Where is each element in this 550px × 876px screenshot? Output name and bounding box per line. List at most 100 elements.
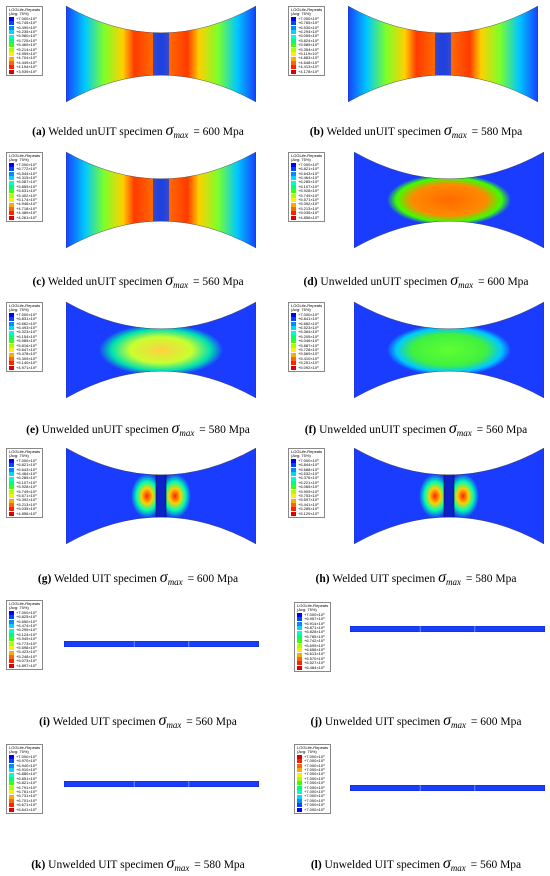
caption-text: Welded unUIT specimen <box>45 126 166 138</box>
legend-entry: +5.174×10⁰ <box>9 197 40 203</box>
legend-swatch <box>291 467 296 472</box>
legend-swatch <box>9 624 14 629</box>
specimen-contour <box>350 785 545 791</box>
legend-swatch <box>291 215 296 220</box>
panel-j: LOGLife-Repeats (Avg: 75%) +7.000×10⁰ +6.95… <box>282 594 550 732</box>
legend-swatch <box>291 343 296 348</box>
legend-entry: +7.000×10⁰ <box>9 458 40 464</box>
legend-entry: +5.392×10⁰ <box>9 498 40 503</box>
legend-swatch <box>9 772 14 777</box>
legend-swatch <box>9 326 14 331</box>
strip-specimen <box>64 781 259 787</box>
legend-swatch <box>9 193 14 198</box>
legend-value: +4.261×10⁰ <box>16 214 37 220</box>
legend-title: (Avg: 75%) <box>9 453 29 459</box>
legend-value: +4.413×10⁰ <box>298 64 319 70</box>
legend-swatch <box>9 494 14 499</box>
legend-swatch <box>297 799 302 804</box>
legend-value: +7.000×10⁰ <box>298 457 319 463</box>
legend-value: +6.742×10⁰ <box>304 638 325 644</box>
legend-value: +4.178×10⁰ <box>298 68 319 74</box>
strip-specimen <box>350 785 545 791</box>
legend-swatch <box>297 759 302 764</box>
legend-entry: +7.000×10⁰ <box>291 162 322 168</box>
weld-zone <box>153 6 169 102</box>
legend-swatch <box>297 626 302 631</box>
legend-value: +6.484×10⁰ <box>304 664 325 670</box>
legend-entry: +6.530×10⁰ <box>291 25 322 30</box>
legend-value: +5.859×10⁰ <box>16 183 37 189</box>
legend-swatch <box>291 56 296 61</box>
strip-specimen <box>64 641 259 647</box>
damage-zone <box>387 174 511 226</box>
caption-sigma: σ <box>166 855 175 872</box>
specimen-contour <box>348 6 538 102</box>
legend-swatch <box>291 207 296 212</box>
legend-swatch <box>9 335 14 340</box>
legend-entry: +5.469×10⁰ <box>9 42 40 48</box>
legend-value: +5.035×10⁰ <box>298 210 319 216</box>
legend-value: +7.000×10⁰ <box>16 311 37 317</box>
legend-entry: +6.656×10⁰ <box>297 647 328 653</box>
legend-entry: +6.682×10⁰ <box>291 321 322 326</box>
legend-swatch <box>9 43 14 48</box>
legend-entry: +4.971×10⁰ <box>9 365 40 370</box>
legend-entry: +6.742×10⁰ <box>297 638 328 644</box>
panel-caption: (d) Unwelded unUIT specimen σmax = 600 M… <box>282 272 550 290</box>
legend-swatch <box>291 511 296 516</box>
legend-value: +5.571×10⁰ <box>16 493 37 499</box>
legend-entry: +4.883×10⁰ <box>291 56 322 61</box>
legend-value: +4.648×10⁰ <box>298 59 319 65</box>
legend-value: +7.000×10⁰ <box>304 758 325 764</box>
legend-swatch <box>9 185 14 190</box>
legend-entry: +6.871×10⁰ <box>297 625 328 631</box>
legend-entry: +5.119×10⁰ <box>291 51 322 57</box>
legend-swatch <box>9 65 14 70</box>
caption-subscript: max <box>179 428 195 438</box>
legend-value: +7.000×10⁰ <box>304 762 325 768</box>
legend-value: +5.214×10⁰ <box>16 46 37 52</box>
legend-entry: +7.000×10⁰ <box>9 754 40 760</box>
legend-entry: +7.000×10⁰ <box>297 772 328 777</box>
caption-sigma: σ <box>165 272 174 289</box>
caption-subscript: max <box>451 130 467 140</box>
legend-entry: +6.662×10⁰ <box>9 321 40 326</box>
legend-entry: +5.749×10⁰ <box>9 489 40 494</box>
legend-entry: +4.194×10⁰ <box>9 64 40 70</box>
legend-value: +6.464×10⁰ <box>298 175 319 181</box>
legend-swatch <box>291 198 296 203</box>
legend-swatch <box>9 459 14 464</box>
legend-title: (Avg: 75%) <box>291 11 311 17</box>
legend-swatch <box>9 472 14 477</box>
legend-swatch <box>297 665 302 670</box>
legend-value: +5.174×10⁰ <box>16 197 37 203</box>
legend-value: +6.065×10⁰ <box>298 484 319 490</box>
legend-entry: +6.914×10⁰ <box>297 621 328 626</box>
legend-value: +5.985×10⁰ <box>16 338 37 344</box>
panel-caption: (k) Unwelded UIT specimen σmax = 580 Mpa <box>4 855 272 873</box>
legend-value: +6.910×10⁰ <box>16 767 37 773</box>
legend-entry: +6.364×10⁰ <box>291 330 322 335</box>
legend-entry: +7.000×10⁰ <box>297 612 328 618</box>
legend-value: +7.000×10⁰ <box>304 802 325 808</box>
legend-value: +6.527×10⁰ <box>304 660 325 666</box>
legend-swatch <box>291 180 296 185</box>
legend-entry: +6.772×10⁰ <box>9 166 40 172</box>
legend-entry: +6.910×10⁰ <box>9 767 40 773</box>
legend-value: +5.647×10⁰ <box>16 347 37 353</box>
legend-swatch <box>9 628 14 633</box>
legend-value: +6.650×10⁰ <box>16 618 37 624</box>
legend-value: +6.699×10⁰ <box>304 642 325 648</box>
legend-entry: +4.959×10⁰ <box>9 51 40 57</box>
legend-swatch <box>291 326 296 331</box>
legend-entry: +7.000×10⁰ <box>297 754 328 760</box>
legend-swatch <box>291 361 296 366</box>
caption-label: (j) <box>310 716 323 728</box>
legend-value: +5.410×10⁰ <box>298 355 319 361</box>
legend-swatch <box>291 185 296 190</box>
legend-title: (Avg: 75%) <box>9 605 29 611</box>
legend-swatch <box>9 790 14 795</box>
legend-value: +5.213×10⁰ <box>298 205 319 211</box>
legend-value: +6.785×10⁰ <box>304 633 325 639</box>
legend-entry: +6.221×10⁰ <box>291 480 322 486</box>
